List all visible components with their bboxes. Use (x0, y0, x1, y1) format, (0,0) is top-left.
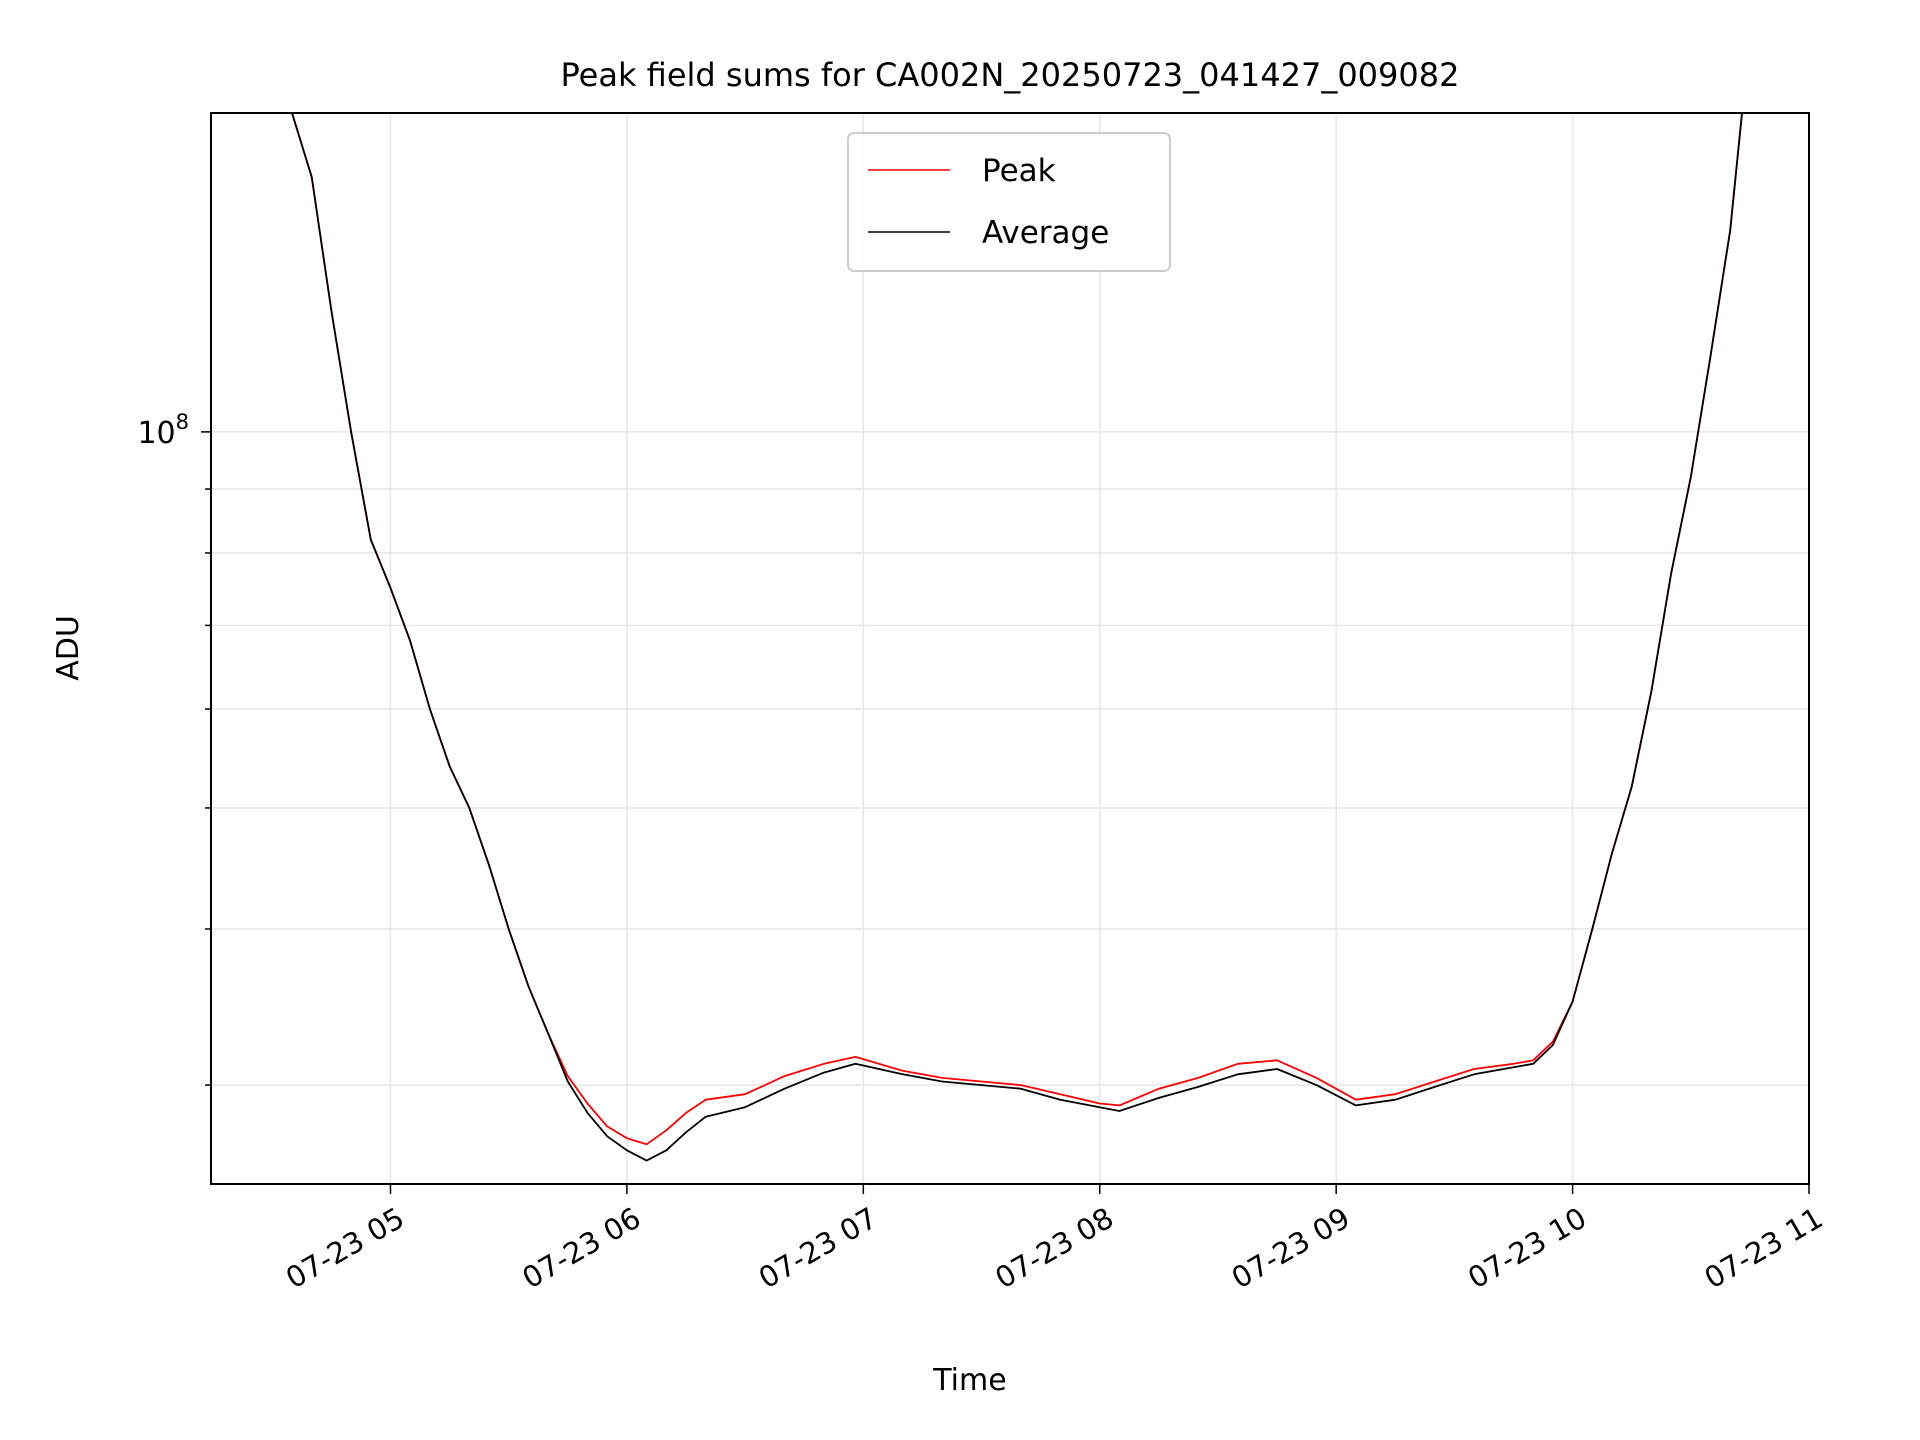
x-axis-label: Time (932, 1363, 1006, 1398)
legend-label-peak: Peak (982, 153, 1056, 189)
series-line-average (291, 113, 1743, 1162)
y-axis-ticks: 108 (137, 410, 211, 1086)
legend-label-average: Average (982, 215, 1109, 251)
y-axis-label: ADU (51, 615, 86, 681)
series-lines (291, 113, 1743, 1162)
grid-lines (211, 113, 1810, 1184)
y-tick-label: 108 (137, 410, 189, 451)
plot-frame (210, 112, 1810, 1185)
chart-title: Peak field sums for CA002N_20250723_0414… (561, 56, 1460, 94)
legend-box (847, 132, 1171, 272)
legend: Peak Average (847, 132, 1171, 272)
